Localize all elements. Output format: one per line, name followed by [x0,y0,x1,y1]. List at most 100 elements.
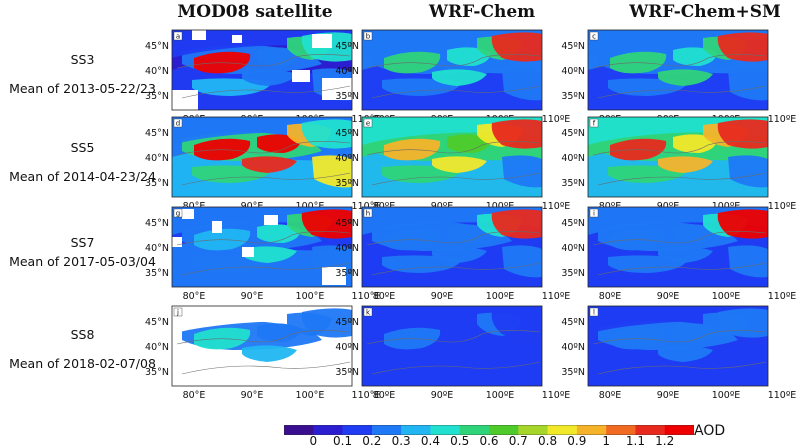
boundary-line [176,54,351,69]
missing-data-block [242,247,254,257]
boundary-line [181,85,351,99]
lat-tick-label: 35°N [145,268,169,279]
lon-tick-label: 80°E [183,291,206,302]
lat-tick-label: 40ºN [335,66,359,77]
missing-data-block [322,267,346,285]
colorbar-tick-label: 0.5 [450,434,470,448]
colorbar-tick-label: 0.7 [508,434,528,448]
panel-letter: g [176,210,180,218]
colorbar-segment [313,425,343,435]
panel-letter: h [366,210,370,218]
boundary-line [366,231,541,246]
aod-map-panel-h: h 80ºE 90ºE 100ºE 110ºE 45ºN 40ºN 35ºN [335,206,570,302]
aod-map-panel-i: i 80ºE 90ºE 100ºE 110ºE 45ºN 40ºN 35ºN [561,206,796,302]
missing-data-block [212,221,222,233]
aod-region [242,156,297,173]
event-name: SS5 [70,140,95,155]
lon-tick-label: 110°E [352,201,381,212]
colorbar-tick-label: 0.1 [333,434,353,448]
lon-tick-label: 100ºE [712,390,741,401]
row-label-ss8: SS8 Mean of 2018-02-07/08 [0,327,165,371]
lon-tick-label: 90°E [241,201,264,212]
lon-tick-label: 110ºE [768,201,797,212]
lat-tick-label: 35ºN [561,268,585,279]
lat-tick-label: 45ºN [561,128,585,139]
boundary-line [597,262,767,276]
lon-tick-label: 80°E [183,201,206,212]
missing-data-block [312,34,332,48]
boundary-line [597,172,767,186]
event-period: Mean of 2017-05-03/04 [9,254,156,269]
panel-letter-box [173,208,183,218]
aod-region [447,224,491,243]
missing-data-block [264,215,278,225]
aod-region [502,68,542,101]
colorbar-segment [342,425,373,435]
aod-region [502,344,542,377]
lat-tick-label: 40ºN [561,342,585,353]
map-frame [361,206,543,288]
panel-letter-box [589,31,599,41]
aod-region [257,134,301,153]
lon-tick-label: 80°E [183,390,206,401]
panel-letter: k [366,309,371,317]
panel-letter-box [173,31,183,41]
lat-tick-label: 35ºN [561,91,585,102]
boundary-line [371,85,541,99]
lon-tick-label: 100ºE [486,390,515,401]
aod-map-panel-g: g 80°E 90°E 100°E 110°E 45°N 40°N 35°N [145,206,380,302]
aod-map-panel-c: c80ºE90ºE100ºE110ºE45ºN40ºN35ºN [561,29,796,125]
boundary-line [371,172,541,186]
aod-region [658,246,713,263]
aod-region [502,155,542,188]
lon-tick-label: 80ºE [373,291,396,302]
boundary-line [366,330,541,345]
lat-tick-label: 45ºN [335,218,359,229]
colorbar-segment [430,425,461,435]
missing-data-region [312,344,352,377]
lon-tick-label: 110°E [352,291,381,302]
boundary-line [592,231,767,246]
colorbar-tick-label: 0 [309,434,318,448]
event-name: SS7 [70,235,95,250]
lon-tick-label: 90ºE [657,390,680,401]
boundary-line [176,141,351,156]
lat-tick-label: 35ºN [561,367,585,378]
lat-tick-label: 40ºN [561,153,585,164]
missing-data-block [172,237,182,247]
colorbar-segment [606,425,636,435]
map-frame [587,29,769,111]
colorbar-segment [459,425,490,435]
missing-data-block [232,35,242,43]
lat-tick-label: 35ºN [335,91,359,102]
boundary-line [597,85,767,99]
aod-region [432,156,487,173]
panel-letter: j [176,309,179,317]
panel-letter: b [366,33,371,41]
colorbar-segment [489,425,519,435]
aod-region [447,134,491,153]
lat-tick-label: 35°N [145,178,169,189]
row-label-ss5: SS5 Mean of 2014-04-23/24 [0,140,165,184]
aod-map-panel-k: k 80ºE 90ºE 100ºE 110ºE 45ºN 40ºN 35ºN [335,305,570,401]
colorbar-unit: AOD [694,423,726,439]
missing-data-block [292,70,310,82]
missing-data-block [322,78,352,100]
row-label-ss7: SS7 Mean of 2017-05-03/04 [0,235,165,269]
lon-tick-label: 110ºE [768,114,797,125]
lon-tick-label: 90ºE [657,201,680,212]
boundary-line [181,361,351,375]
lon-tick-label: 80ºE [373,390,396,401]
panel-letter-box [363,208,373,218]
lon-tick-label: 90ºE [431,201,454,212]
aod-region [502,245,542,278]
colorbar-tick-label: 0.3 [391,434,411,448]
aod-colorbar [284,425,694,435]
boundary-line [181,172,351,186]
column-title-wrf-chem: WRF-Chem [428,2,536,22]
lat-tick-label: 40ºN [335,342,359,353]
map-frame [361,116,543,198]
lon-tick-label: 80ºE [373,201,396,212]
lon-tick-label: 110ºE [542,291,571,302]
